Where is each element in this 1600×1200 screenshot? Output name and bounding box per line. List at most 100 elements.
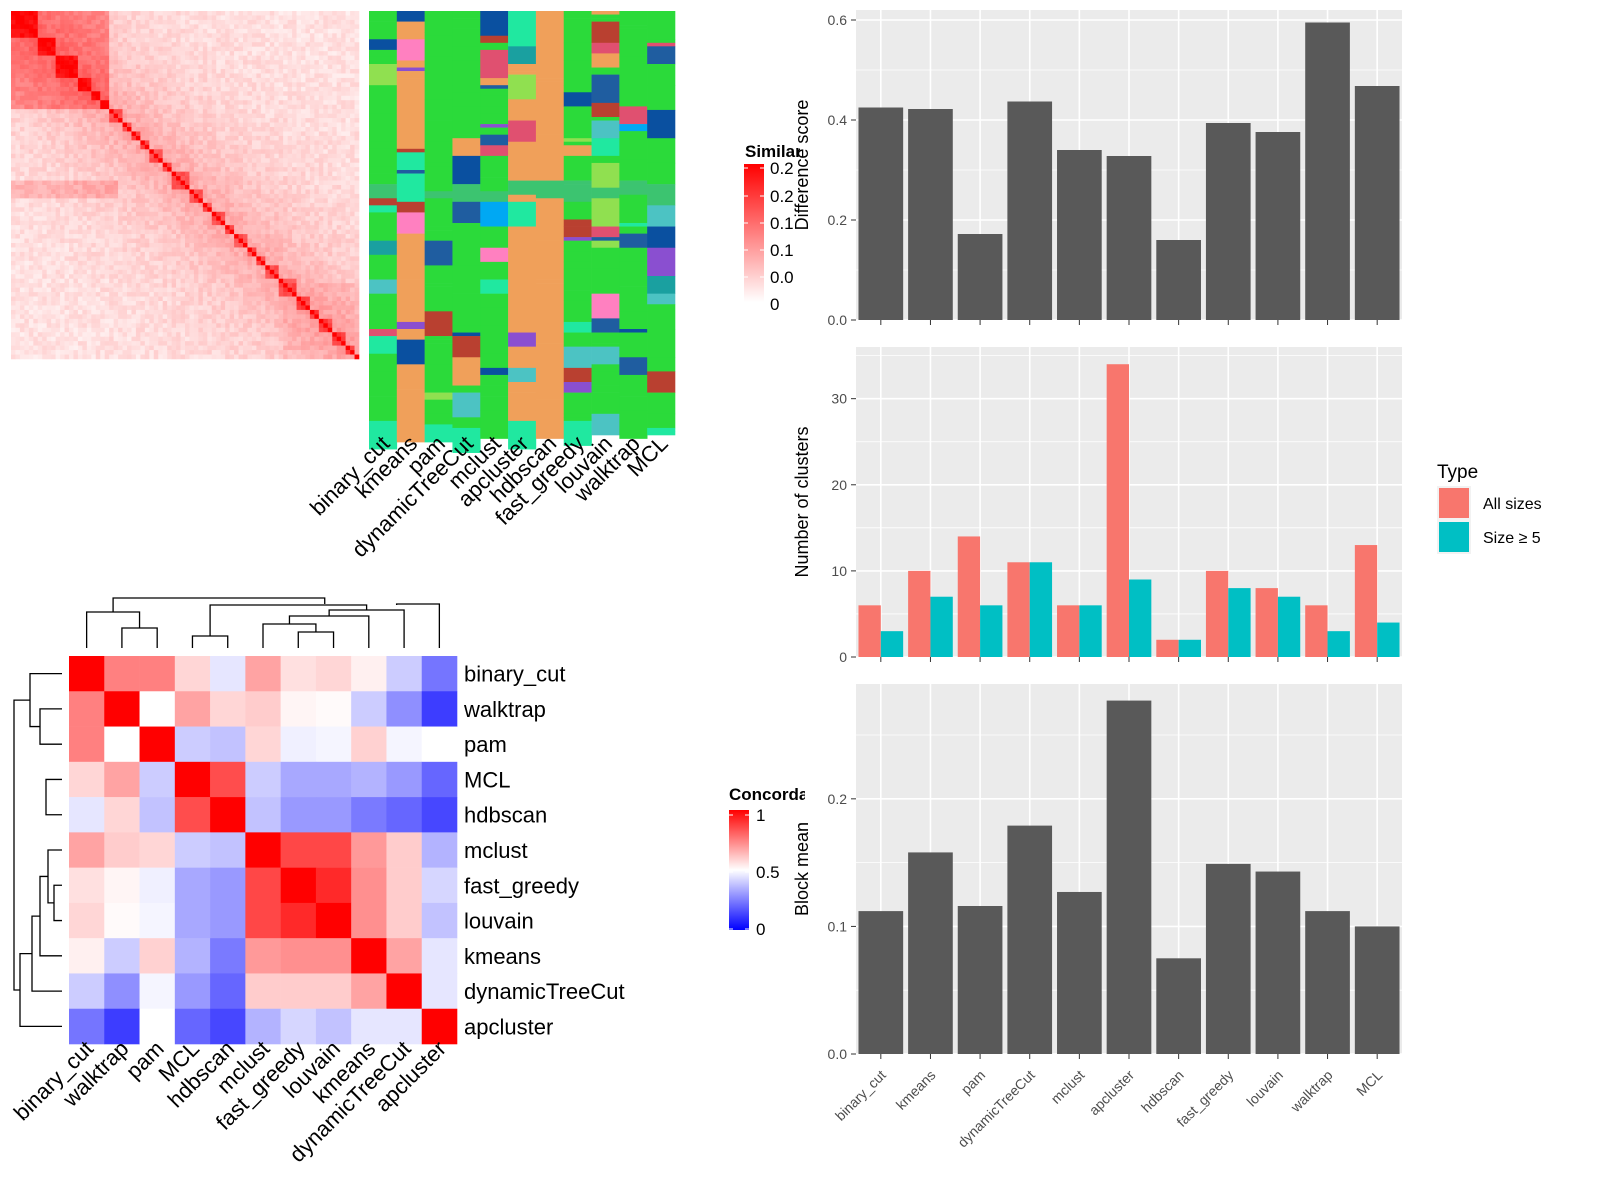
similarity-cell	[109, 144, 114, 150]
similarity-cell	[176, 189, 181, 195]
similarity-cell	[153, 122, 159, 128]
similarity-cell	[256, 185, 262, 190]
similarity-cell	[234, 100, 239, 105]
similarity-cell	[118, 28, 123, 34]
similarity-cell	[158, 60, 163, 65]
similarity-cell	[100, 28, 105, 34]
similarity-cell	[243, 64, 248, 70]
similarity-cell	[341, 46, 346, 52]
similarity-cell	[162, 122, 168, 128]
similarity-cell	[287, 243, 293, 248]
similarity-cell	[211, 73, 217, 79]
similarity-cell	[46, 122, 52, 128]
similarity-cell	[167, 24, 172, 30]
similarity-cell	[73, 283, 79, 288]
similarity-cell	[247, 109, 253, 114]
similarity-cell	[278, 118, 284, 123]
similarity-cell	[60, 144, 65, 150]
similarity-cell	[46, 11, 52, 16]
similarity-cell	[171, 64, 177, 70]
similarity-cell	[323, 15, 329, 21]
similarity-cell	[336, 216, 342, 221]
similarity-cell	[100, 122, 105, 128]
similarity-cell	[274, 287, 279, 293]
similarity-cell	[269, 91, 275, 97]
similarity-cell	[193, 274, 199, 279]
similarity-cell	[292, 64, 297, 70]
similarity-cell	[77, 162, 83, 168]
similarity-cell	[104, 122, 110, 128]
similarity-cell	[46, 69, 52, 74]
similarity-cell	[198, 118, 204, 123]
similarity-cell	[350, 118, 355, 123]
similarity-cell	[113, 73, 119, 79]
similarity-cell	[180, 28, 186, 34]
similarity-cell	[292, 135, 297, 141]
similarity-cell	[314, 216, 320, 221]
similarity-cell	[55, 15, 61, 21]
similarity-cell	[167, 131, 172, 137]
similarity-cell	[69, 167, 74, 172]
similarity-cell	[216, 207, 221, 213]
similarity-cell	[82, 69, 88, 74]
similarity-cell	[64, 42, 70, 47]
similarity-cell	[234, 211, 239, 217]
similarity-cell	[301, 69, 306, 74]
similarity-cell	[100, 37, 105, 43]
similarity-cell	[73, 225, 79, 230]
similarity-cell	[167, 42, 172, 47]
similarity-cell	[292, 144, 297, 150]
similarity-cell	[296, 91, 302, 97]
similarity-cell	[82, 220, 88, 226]
similarity-cell	[162, 55, 168, 61]
similarity-cell	[55, 171, 61, 177]
similarity-cell	[167, 251, 172, 257]
similarity-cell	[234, 292, 239, 297]
similarity-cell	[238, 131, 244, 137]
similarity-cell	[229, 113, 235, 119]
similarity-cell	[350, 202, 355, 208]
similarity-cell	[305, 287, 311, 293]
similarity-cell	[274, 185, 279, 190]
similarity-cell	[309, 109, 315, 114]
similarity-cell	[11, 127, 16, 132]
similarity-cell	[234, 131, 239, 137]
similarity-cell	[305, 243, 311, 248]
similarity-cell	[140, 135, 146, 141]
similarity-cell	[24, 198, 30, 204]
similarity-cell	[140, 131, 146, 137]
similarity-cell	[86, 28, 92, 34]
similarity-cell	[100, 278, 105, 284]
similarity-cell	[46, 220, 52, 226]
similarity-cell	[73, 113, 79, 119]
similarity-cell	[345, 251, 351, 257]
similarity-cell	[24, 216, 30, 221]
similarity-cell	[118, 118, 123, 123]
similarity-cell	[77, 104, 83, 110]
similarity-cell	[238, 86, 244, 92]
similarity-cell	[171, 127, 177, 132]
similarity-cell	[189, 149, 195, 155]
similarity-cell	[176, 202, 181, 208]
similarity-cell	[118, 247, 123, 253]
similarity-cell	[149, 77, 155, 83]
similarity-cell	[69, 55, 74, 61]
similarity-cell	[243, 234, 248, 239]
similarity-cell	[336, 260, 342, 266]
similarity-cell	[256, 162, 262, 168]
similarity-cell	[341, 19, 346, 25]
similarity-cell	[265, 251, 271, 257]
similarity-cell	[229, 95, 235, 101]
similarity-cell	[292, 95, 297, 101]
similarity-cell	[318, 193, 324, 199]
similarity-cell	[15, 256, 21, 262]
similarity-cell	[274, 176, 279, 181]
similarity-cell	[140, 64, 146, 70]
similarity-cell	[113, 251, 119, 257]
similarity-cell	[171, 100, 177, 105]
similarity-cell	[37, 60, 43, 65]
similarity-cell	[149, 37, 155, 43]
similarity-cell	[122, 274, 128, 279]
similarity-cell	[77, 15, 83, 21]
similarity-cell	[95, 60, 101, 65]
